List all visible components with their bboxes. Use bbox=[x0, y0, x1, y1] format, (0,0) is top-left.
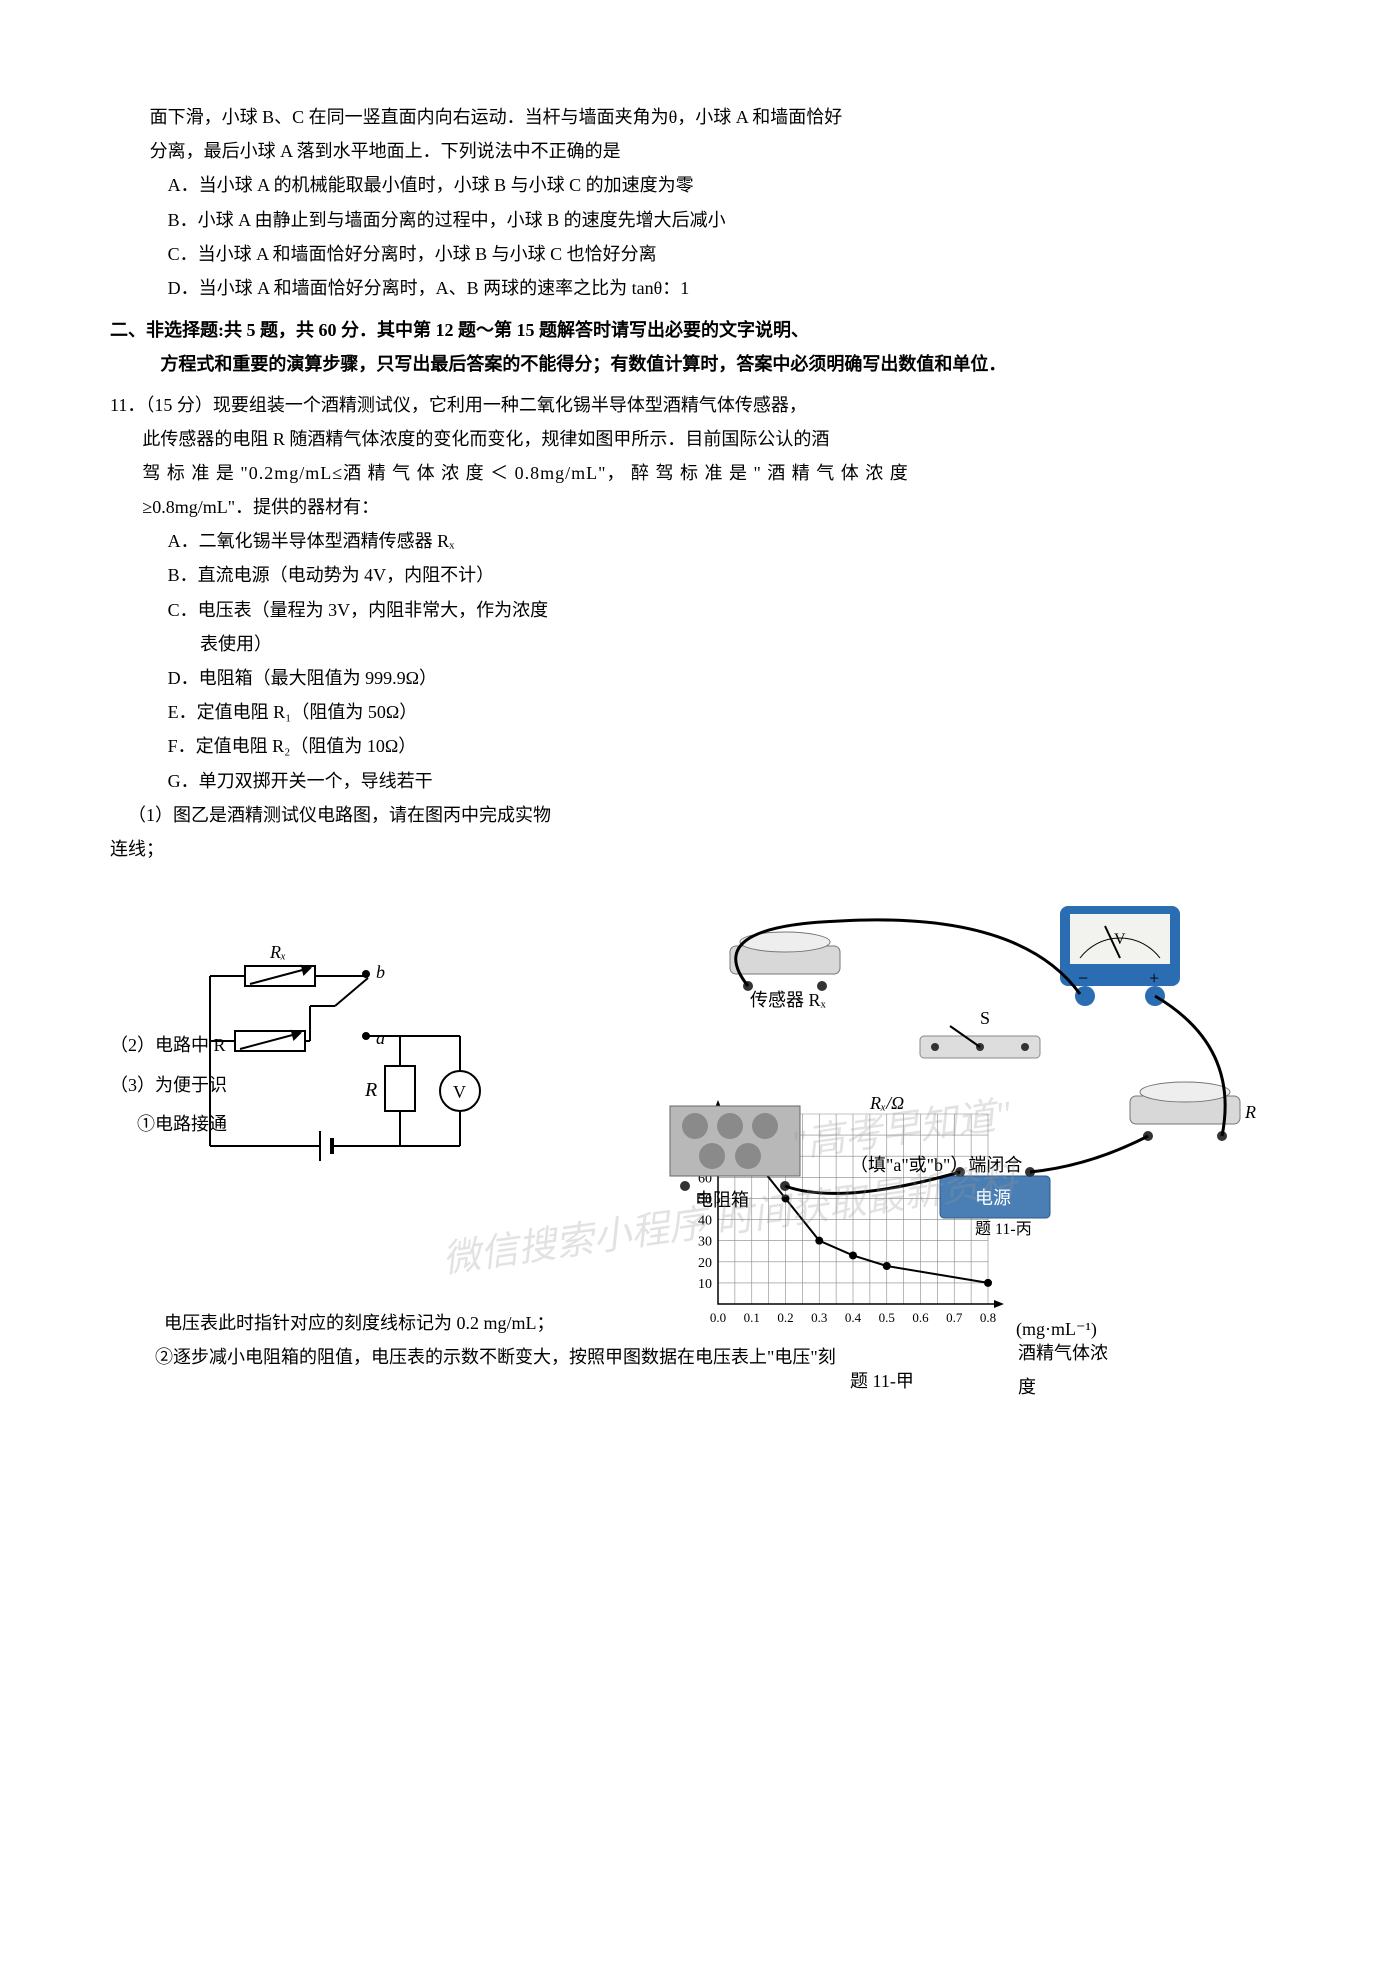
q11-l3: ≥0.8mg/mL"．提供的器材有： bbox=[110, 490, 1281, 524]
q11-l1: 此传感器的电阻 R 随酒精气体浓度的变化而变化，规律如图甲所示．目前国际公认的酒 bbox=[110, 422, 1281, 456]
q11-itemC2: 表使用） bbox=[110, 627, 1281, 661]
wiring-source-label: 电源 bbox=[975, 1188, 1011, 1208]
chart-xlabel-text: 酒精气体浓度 bbox=[1018, 1336, 1120, 1404]
q10-cont-line1: 面下滑，小球 B、C 在同一竖直面内向右运动．当杆与墙面夹角为θ，小球 A 和墙… bbox=[110, 100, 1281, 134]
svg-text:0.8: 0.8 bbox=[980, 1310, 996, 1325]
svg-text:0.6: 0.6 bbox=[912, 1310, 929, 1325]
wiring-svg: V − + 传感器 Rₓ bbox=[640, 866, 1280, 1236]
q11-itemC: C．电压表（量程为 3V，内阻非常大，作为浓度 bbox=[110, 593, 1281, 627]
q10-cont-line2: 分离，最后小球 A 落到水平地面上．下列说法中不正确的是 bbox=[110, 134, 1281, 168]
q11-itemG: G．单刀双掷开关一个，导线若干 bbox=[110, 764, 1281, 798]
page-content: 面下滑，小球 B、C 在同一竖直面内向右运动．当杆与墙面夹角为θ，小球 A 和墙… bbox=[110, 100, 1281, 1375]
q11-sub1b: 连线； bbox=[110, 832, 1281, 866]
svg-text:0.2: 0.2 bbox=[777, 1310, 793, 1325]
svg-text:0.3: 0.3 bbox=[811, 1310, 827, 1325]
wiring-diagram: V − + 传感器 Rₓ bbox=[640, 866, 1280, 1247]
section2-head: 二、非选择题:共 5 题，共 60 分．其中第 12 题～第 15 题解答时请写… bbox=[110, 313, 1281, 347]
q10-optB: B．小球 A 由静止到与墙面分离的过程中，小球 B 的速度先增大后减小 bbox=[110, 203, 1281, 237]
minus-icon: − bbox=[1078, 968, 1088, 988]
chart-caption: 题 11-甲 bbox=[850, 1364, 914, 1398]
q11-itemB: B．直流电源（电动势为 4V，内阻不计） bbox=[110, 558, 1281, 592]
q11-itemA: A．二氧化锡半导体型酒精传感器 Rₓ bbox=[110, 524, 1281, 558]
svg-text:0.4: 0.4 bbox=[845, 1310, 862, 1325]
wiring-resbox-label: 电阻箱 bbox=[695, 1190, 749, 1210]
resistance-box-icon bbox=[670, 1106, 800, 1191]
wiring-S-label: S bbox=[980, 1008, 990, 1028]
q11-itemF: F．定值电阻 R₂（阻值为 10Ω） bbox=[110, 729, 1281, 763]
circuit-b: b bbox=[376, 962, 385, 982]
q11-l2: 驾 标 准 是 "0.2mg/mL≤酒 精 气 体 浓 度 ＜ 0.8mg/mL… bbox=[110, 456, 1281, 490]
q10-optD: D．当小球 A 和墙面恰好分离时，A、B 两球的速率之比为 tanθ：1 bbox=[110, 271, 1281, 305]
plus-icon: + bbox=[1149, 968, 1159, 988]
q10-optC: C．当小球 A 和墙面恰好分离时，小球 B 与小球 C 也恰好分离 bbox=[110, 237, 1281, 271]
circuit-diagram: Rₓ b a R V bbox=[170, 936, 520, 1187]
circuit-svg: Rₓ b a R V bbox=[170, 936, 520, 1176]
q11-itemE: E．定值电阻 R₁（阻值为 50Ω） bbox=[110, 695, 1281, 729]
wiring-R-label: R bbox=[1244, 1102, 1256, 1122]
circuit-Rx: Rₓ bbox=[269, 942, 286, 962]
circuit-V: V bbox=[453, 1082, 466, 1102]
fill-hint: （填"a"或"b"）端闭合 bbox=[850, 1155, 1022, 1175]
section2-sub: 方程式和重要的演算步骤，只写出最后答案的不能得分；有数值计算时，答案中必须明确写… bbox=[110, 347, 1281, 381]
lower-figures: （2）电路中 R （3）为便于识 ①电路接通 bbox=[110, 896, 1281, 1296]
svg-text:0.0: 0.0 bbox=[710, 1310, 726, 1325]
wiring-caption: 题 11-丙 bbox=[975, 1221, 1032, 1236]
svg-text:0.5: 0.5 bbox=[879, 1310, 895, 1325]
wiring-V: V bbox=[1114, 931, 1126, 948]
wiring-sensor-label: 传感器 Rₓ bbox=[750, 990, 827, 1010]
q10-optA: A．当小球 A 的机械能取最小值时，小球 B 与小球 C 的加速度为零 bbox=[110, 168, 1281, 202]
q11-itemD: D．电阻箱（最大阻值为 999.9Ω） bbox=[110, 661, 1281, 695]
q11-sub1: （1）图乙是酒精测试仪电路图，请在图丙中完成实物 bbox=[110, 798, 1281, 832]
svg-text:0.7: 0.7 bbox=[946, 1310, 963, 1325]
switch-icon bbox=[920, 1026, 1040, 1058]
circuit-a: a bbox=[376, 1028, 385, 1048]
svg-text:0.1: 0.1 bbox=[744, 1310, 760, 1325]
circuit-R: R bbox=[364, 1079, 377, 1101]
q11-head: 11．（15 分）现要组装一个酒精测试仪，它利用一种二氧化锡半导体型酒精气体传感… bbox=[110, 388, 1281, 422]
